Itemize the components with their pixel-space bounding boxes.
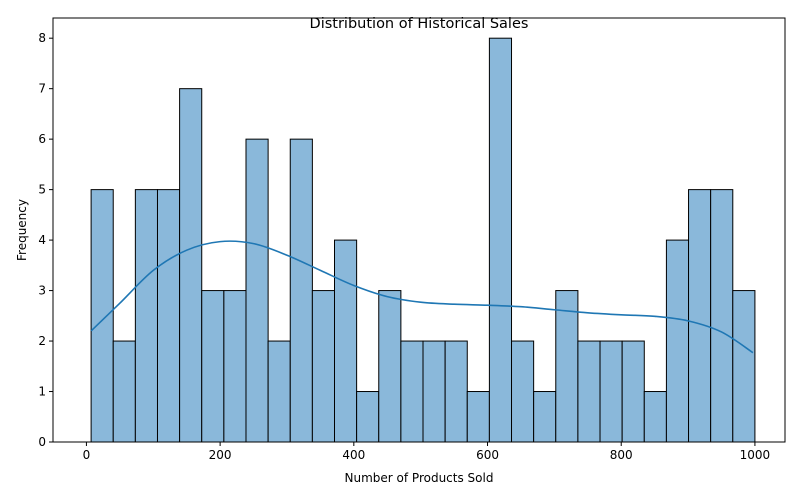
x-axis-label: Number of Products Sold — [345, 471, 494, 485]
y-tick-label: 4 — [38, 233, 46, 247]
y-axis-ticks: 0 1 2 3 4 5 6 7 8 — [38, 31, 53, 449]
histogram-bar-5 — [179, 88, 203, 443]
y-tick-label: 8 — [38, 31, 46, 45]
histogram-bar-26 — [643, 391, 667, 443]
y-tick-label: 2 — [38, 334, 46, 348]
histogram-bar-8 — [245, 138, 269, 443]
histogram-bar-17 — [444, 340, 468, 443]
histogram-bar-13 — [356, 391, 380, 443]
histogram-bar-24 — [599, 340, 623, 443]
y-tick-label: 0 — [38, 435, 46, 449]
x-axis-ticks: 0 200 400 600 800 1000 — [83, 442, 771, 462]
histogram-bar-23 — [577, 340, 601, 443]
histogram-bar-7 — [223, 290, 247, 443]
y-tick-label: 5 — [38, 183, 46, 197]
histogram-bar-12 — [334, 239, 358, 443]
x-tick-label: 1000 — [740, 448, 771, 462]
y-tick-label: 6 — [38, 132, 46, 146]
x-tick-label: 200 — [209, 448, 232, 462]
kde-curve — [90, 240, 754, 354]
x-tick-label: 800 — [610, 448, 633, 462]
histogram-bar-25 — [621, 340, 645, 443]
histogram-bar-22 — [555, 290, 579, 443]
y-tick-label: 3 — [38, 284, 46, 298]
histogram-bar-3 — [134, 189, 158, 443]
histogram-bar-4 — [156, 189, 181, 443]
bars-group — [90, 37, 756, 443]
y-tick-label: 7 — [38, 82, 46, 96]
histogram-bar-10 — [289, 138, 313, 443]
x-tick-label: 400 — [342, 448, 365, 462]
histogram-bar-16 — [422, 340, 446, 443]
histogram-bar-27 — [665, 239, 690, 443]
histogram-bar-28 — [688, 189, 712, 443]
histogram-bar-15 — [400, 340, 424, 443]
histogram-bar-14 — [378, 290, 402, 443]
histogram-bar-19 — [488, 37, 513, 443]
histogram-bar-11 — [311, 290, 336, 443]
y-axis-label: Frequency — [15, 199, 29, 261]
chart-title: Distribution of Historical Sales — [310, 16, 529, 32]
histogram-bar-30 — [732, 290, 756, 443]
histogram-bar-9 — [267, 340, 291, 443]
histogram-bar-2 — [112, 340, 136, 443]
x-tick-label: 0 — [83, 448, 91, 462]
histogram-bar-1 — [90, 189, 114, 443]
histogram-bar-18 — [466, 391, 490, 443]
y-tick-label: 1 — [38, 385, 46, 399]
plot-frame — [52, 17, 786, 443]
histogram-bar-21 — [533, 391, 557, 443]
histogram-bar-20 — [511, 340, 535, 443]
x-tick-label: 600 — [476, 448, 499, 462]
histogram-bar-29 — [710, 189, 734, 443]
histogram-bar-6 — [201, 290, 225, 443]
